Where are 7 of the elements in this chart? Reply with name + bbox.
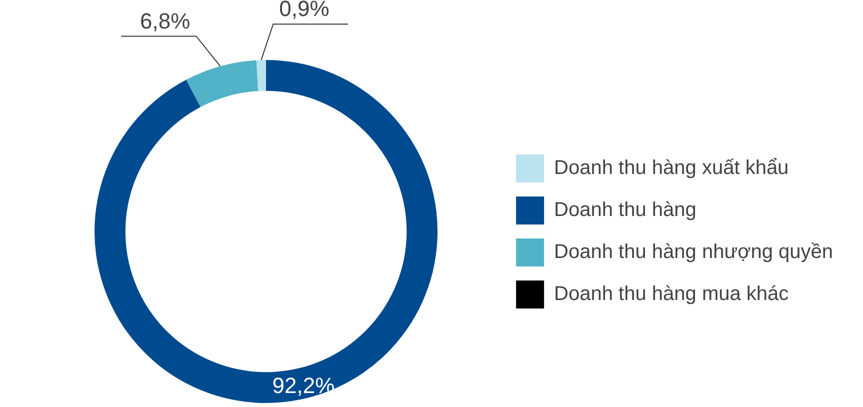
data-label: 0,9%: [279, 0, 330, 22]
data-label: 92,2%: [272, 373, 335, 398]
data-label: 6,8%: [140, 8, 190, 34]
legend-label: Doanh thu hàng xuất khẩu: [554, 157, 789, 180]
legend-label: Doanh thu hàng nhượng quyền: [554, 241, 834, 264]
legend-label: Doanh thu hàng mua khác: [554, 283, 789, 306]
legend-label: Doanh thu hàng: [554, 199, 696, 222]
